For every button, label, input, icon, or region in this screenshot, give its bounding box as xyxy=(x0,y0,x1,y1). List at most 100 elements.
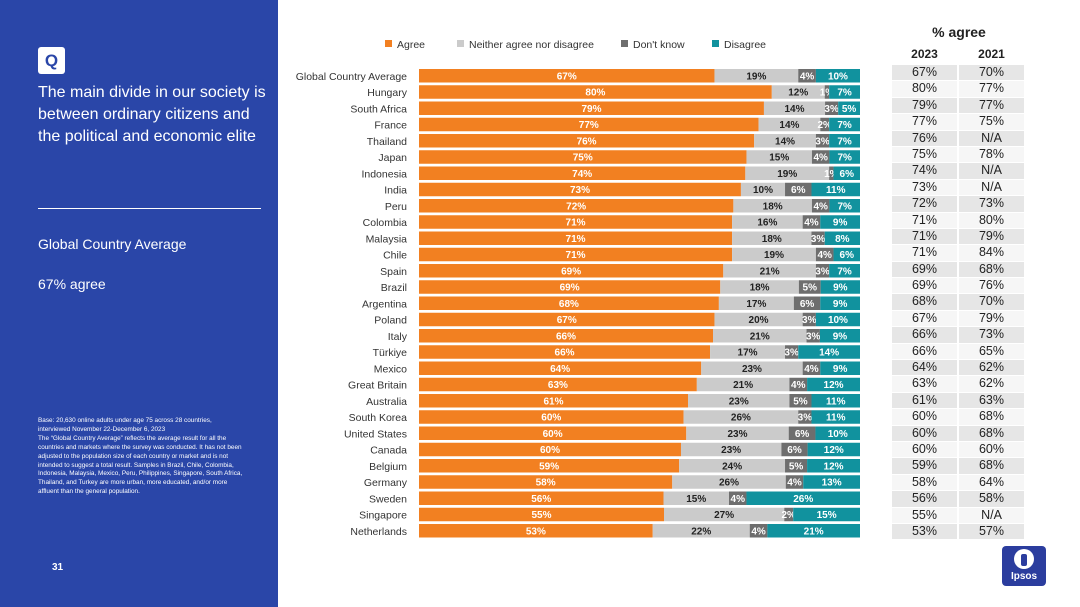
bar-segment-don-t-know xyxy=(824,85,830,99)
data-label: 24% xyxy=(722,461,742,472)
bar-segment-neither-agree-nor-disagree xyxy=(754,134,816,148)
bar-segment-disagree xyxy=(811,394,860,408)
bar-segment-disagree xyxy=(829,199,860,213)
data-label: 66% xyxy=(556,331,576,342)
bar-segment-neither-agree-nor-disagree xyxy=(732,215,803,229)
value-2023: 69% xyxy=(892,261,957,278)
data-label: 2% xyxy=(817,120,832,131)
bar-segment-agree xyxy=(419,442,681,457)
category-label: Netherlands xyxy=(350,526,407,538)
data-label: 5% xyxy=(793,396,808,407)
data-label: 4% xyxy=(813,201,828,212)
bar-segment-neither-agree-nor-disagree xyxy=(688,394,790,408)
data-label: 5% xyxy=(803,283,818,294)
value-2023: 75% xyxy=(892,146,957,163)
data-label: 75% xyxy=(573,153,593,164)
value-2021: 75% xyxy=(959,114,1024,130)
bar-segment-disagree xyxy=(767,524,860,538)
data-label: 58% xyxy=(536,478,556,489)
bar-segment-don-t-know xyxy=(788,426,816,440)
data-label: 11% xyxy=(826,185,846,196)
question-text: The main divide in our society is betwee… xyxy=(38,84,266,145)
bar-segment-neither-agree-nor-disagree xyxy=(652,524,750,538)
value-2023: 60% xyxy=(892,409,957,425)
value-2023: 77% xyxy=(892,114,957,130)
data-label: 22% xyxy=(691,526,711,537)
data-label: 10% xyxy=(828,71,848,82)
data-label: 18% xyxy=(750,283,770,294)
bar-segment-disagree xyxy=(820,296,860,310)
value-2021: 68% xyxy=(959,458,1024,474)
average-label: Global Country Average xyxy=(38,236,187,252)
data-label: 9% xyxy=(833,299,848,310)
bar-segment-disagree xyxy=(838,101,860,115)
data-label: 77% xyxy=(579,120,599,131)
comparison-row: 58% 64% xyxy=(892,474,1026,491)
data-label: 3% xyxy=(798,413,813,424)
bar-segment-disagree xyxy=(829,264,860,278)
bar-segment-don-t-know xyxy=(798,280,821,294)
value-2021: 68% xyxy=(959,425,1024,441)
bar-segment-neither-agree-nor-disagree xyxy=(771,85,825,99)
comparison-row: 55% N/A xyxy=(892,507,1026,524)
value-2021: 64% xyxy=(959,474,1024,491)
category-label: Singapore xyxy=(359,510,407,522)
bar-segment-don-t-know xyxy=(806,329,820,343)
comparison-row: 61% 63% xyxy=(892,392,1026,409)
category-label: Germany xyxy=(364,477,408,489)
bar-segment-agree xyxy=(419,345,711,359)
bar-segment-agree xyxy=(419,264,724,278)
base-note: Base: 20,630 online adults under age 75 … xyxy=(38,417,212,433)
value-2023: 79% xyxy=(892,97,957,114)
value-2021: 77% xyxy=(959,81,1024,97)
data-label: 74% xyxy=(572,169,592,180)
comparison-row: 71% 84% xyxy=(892,245,1026,261)
bar-segment-disagree xyxy=(829,85,860,99)
bar-segment-disagree xyxy=(819,329,860,343)
value-2023: 66% xyxy=(892,343,957,360)
category-label: Sweden xyxy=(369,493,407,505)
bar-segment-agree xyxy=(419,507,664,522)
divider xyxy=(38,208,261,209)
data-label: 7% xyxy=(837,136,852,147)
data-label: 14% xyxy=(779,120,799,131)
bar-segment-disagree xyxy=(820,280,860,294)
category-label: Peru xyxy=(385,201,407,213)
bar-segment-agree xyxy=(419,410,684,424)
category-label: Global Country Average xyxy=(296,71,407,83)
data-label: 14% xyxy=(819,348,839,359)
data-label: 14% xyxy=(784,104,804,115)
data-label: 79% xyxy=(581,104,601,115)
category-label: Türkiye xyxy=(373,347,408,359)
bar-segment-don-t-know xyxy=(785,182,812,197)
data-label: 16% xyxy=(757,218,777,229)
bar-segment-disagree xyxy=(829,150,860,164)
bar-segment-don-t-know xyxy=(802,361,821,375)
data-label: 3% xyxy=(815,136,830,147)
data-label: 68% xyxy=(559,299,579,310)
data-label: 4% xyxy=(791,380,806,391)
bar-segment-agree xyxy=(419,182,741,197)
bar-segment-disagree xyxy=(807,377,860,392)
stacked-bar-chart: Agree Neither agree nor disagree Don't kno… xyxy=(296,39,860,538)
comparison-row: 80% 77% xyxy=(892,81,1026,97)
data-label: 4% xyxy=(813,153,828,164)
data-label: 19% xyxy=(764,250,784,261)
value-2021: N/A xyxy=(959,130,1024,146)
data-label: 6% xyxy=(840,169,855,180)
data-label: 60% xyxy=(540,445,560,456)
bar-segment-agree xyxy=(419,426,687,440)
bar-segment-neither-agree-nor-disagree xyxy=(740,182,786,197)
legend-label-2: Don't know xyxy=(633,39,685,51)
bar-segment-agree xyxy=(419,247,733,262)
value-2021: 77% xyxy=(959,97,1024,114)
bar-segment-don-t-know xyxy=(811,150,830,164)
legend-label-0: Agree xyxy=(397,39,425,51)
comparison-row: 63% 62% xyxy=(892,376,1026,392)
comparison-row: 66% 73% xyxy=(892,327,1026,343)
bar-segment-agree xyxy=(419,166,746,180)
bar-segment-neither-agree-nor-disagree xyxy=(672,475,786,489)
comparison-row: 79% 77% xyxy=(892,97,1026,114)
data-label: 5% xyxy=(842,104,857,115)
ipsos-logo: Ipsos xyxy=(1002,546,1046,586)
